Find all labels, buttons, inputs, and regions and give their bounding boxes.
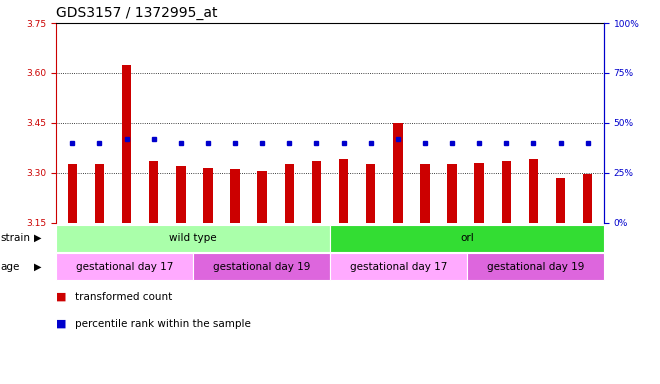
Bar <box>149 161 158 223</box>
Bar <box>312 161 321 223</box>
Bar <box>193 253 330 280</box>
Bar <box>122 65 131 223</box>
Bar <box>556 178 565 223</box>
Bar <box>339 159 348 223</box>
Text: ■: ■ <box>56 319 67 329</box>
Bar <box>176 166 185 223</box>
Bar <box>230 169 240 223</box>
Text: gestational day 19: gestational day 19 <box>486 262 584 272</box>
Text: transformed count: transformed count <box>75 292 172 302</box>
Bar <box>284 164 294 223</box>
Text: age: age <box>1 262 20 272</box>
Text: ■: ■ <box>56 292 67 302</box>
Bar <box>420 164 430 223</box>
Bar <box>366 164 376 223</box>
Bar <box>257 171 267 223</box>
Bar <box>393 123 403 223</box>
Bar <box>447 164 457 223</box>
Text: gestational day 17: gestational day 17 <box>350 262 447 272</box>
Text: wild type: wild type <box>169 233 217 243</box>
Text: gestational day 19: gestational day 19 <box>213 262 310 272</box>
Bar <box>583 174 593 223</box>
Bar <box>330 253 467 280</box>
Text: gestational day 17: gestational day 17 <box>76 262 174 272</box>
Bar <box>502 161 511 223</box>
Bar <box>95 164 104 223</box>
Text: percentile rank within the sample: percentile rank within the sample <box>75 319 250 329</box>
Bar <box>203 168 213 223</box>
Bar <box>67 164 77 223</box>
Text: strain: strain <box>1 233 30 243</box>
Bar <box>330 225 604 252</box>
Text: ▶: ▶ <box>34 262 42 272</box>
Text: ▶: ▶ <box>34 233 42 243</box>
Text: GDS3157 / 1372995_at: GDS3157 / 1372995_at <box>56 6 218 20</box>
Bar <box>475 163 484 223</box>
Bar <box>56 225 330 252</box>
Bar <box>467 253 604 280</box>
Bar <box>56 253 193 280</box>
Bar <box>529 159 538 223</box>
Text: orl: orl <box>460 233 474 243</box>
